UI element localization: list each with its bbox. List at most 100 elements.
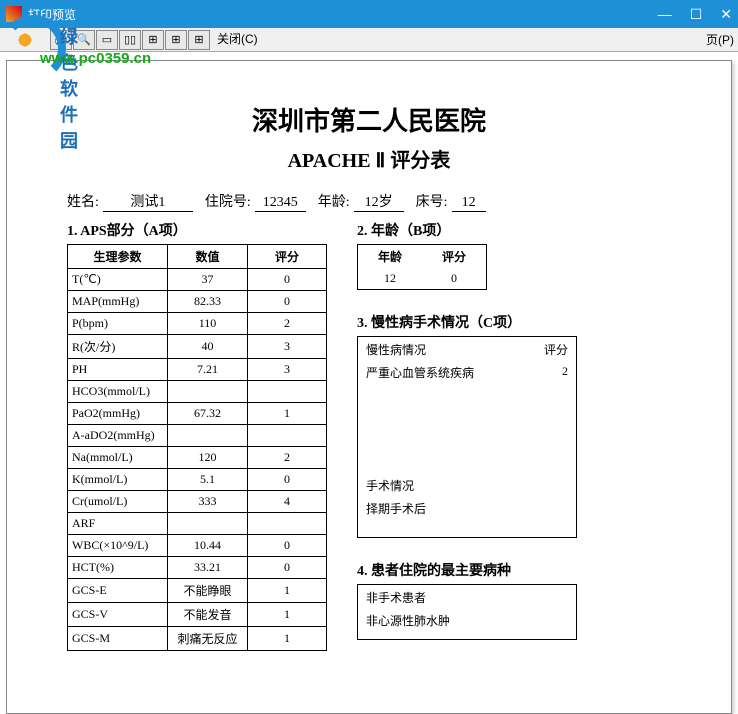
age-value: 12岁 <box>354 191 404 212</box>
aps-value: 40 <box>168 335 248 359</box>
aps-score <box>248 425 327 447</box>
aps-score: 3 <box>248 335 327 359</box>
aps-param: R(次/分) <box>68 335 168 359</box>
chronic-score: 2 <box>562 364 568 381</box>
aps-row: A-aDO2(mmHg) <box>68 425 327 447</box>
name-value: 测试1 <box>103 191 193 212</box>
zoom-icon[interactable]: 🔍 <box>73 30 95 50</box>
aps-score: 1 <box>248 603 327 627</box>
disease-box: 非手术患者 非心源性肺水肿 <box>357 584 577 640</box>
admission-value: 12345 <box>255 195 306 212</box>
aps-score: 3 <box>248 359 327 381</box>
patient-info-row: 姓名: 测试1 住院号: 12345 年龄: 12岁 床号: 12 <box>67 191 671 212</box>
aps-value: 33.21 <box>168 557 248 579</box>
aps-param: HCT(%) <box>68 557 168 579</box>
name-label: 姓名: <box>67 191 99 211</box>
maximize-button[interactable]: ☐ <box>690 6 703 23</box>
aps-value: 不能睁眼 <box>168 579 248 603</box>
section-c-title: 3. 慢性病手术情况（C项） <box>357 312 577 332</box>
surgery-value: 择期手术后 <box>366 500 568 517</box>
toolbar-group: 🖨 🔍 ▭ ▯▯ ⊞ ⊞ ⊞ 关闭(C) <box>50 30 258 50</box>
aps-score: 2 <box>248 447 327 469</box>
disease-line-1: 非手术患者 <box>366 589 568 606</box>
view-6-icon[interactable]: ⊞ <box>188 30 210 50</box>
age-score-cell: 0 <box>422 268 486 289</box>
section-d-title: 4. 患者住院的最主要病种 <box>357 560 577 580</box>
age-header-score: 评分 <box>422 245 486 268</box>
close-button[interactable]: ✕ <box>720 6 732 23</box>
close-menu[interactable]: 关闭(C) <box>217 30 258 50</box>
surgery-label: 手术情况 <box>366 477 568 494</box>
aps-value <box>168 381 248 403</box>
aps-score: 0 <box>248 535 327 557</box>
chronic-cond-label: 慢性病情况 <box>366 341 426 358</box>
aps-score: 0 <box>248 269 327 291</box>
aps-param: WBC(×10^9/L) <box>68 535 168 557</box>
bed-label: 床号: <box>416 191 448 211</box>
aps-param: HCO3(mmol/L) <box>68 381 168 403</box>
aps-row: K(mmol/L)5.10 <box>68 469 327 491</box>
aps-value: 5.1 <box>168 469 248 491</box>
aps-row: HCT(%)33.210 <box>68 557 327 579</box>
aps-score: 4 <box>248 491 327 513</box>
aps-score: 1 <box>248 579 327 603</box>
age-box: 年龄 评分 12 0 <box>357 244 487 290</box>
chronic-cond: 严重心血管系统疾病 <box>366 364 474 381</box>
content-columns: 1. APS部分（A项） 生理参数 数值 评分 T(℃)370MAP(mmHg)… <box>67 220 671 651</box>
right-column: 2. 年龄（B项） 年龄 评分 12 0 3. 慢性病手术情况（C项） <box>357 220 577 651</box>
aps-value <box>168 425 248 447</box>
aps-param: GCS-E <box>68 579 168 603</box>
chronic-box: 慢性病情况 评分 严重心血管系统疾病 2 手术情况 择期手术后 <box>357 336 577 538</box>
aps-row: GCS-V不能发音1 <box>68 603 327 627</box>
aps-row: ARF <box>68 513 327 535</box>
aps-header-param: 生理参数 <box>68 245 168 269</box>
aps-value: 10.44 <box>168 535 248 557</box>
aps-row: WBC(×10^9/L)10.440 <box>68 535 327 557</box>
aps-param: Cr(umol/L) <box>68 491 168 513</box>
aps-header-value: 数值 <box>168 245 248 269</box>
chronic-data-row: 严重心血管系统疾病 2 <box>366 364 568 381</box>
aps-value: 110 <box>168 313 248 335</box>
minimize-button[interactable]: — <box>658 6 672 23</box>
disease-line-2: 非心源性肺水肿 <box>366 612 568 629</box>
aps-score: 0 <box>248 291 327 313</box>
age-value-cell: 12 <box>358 268 422 289</box>
view-1-icon[interactable]: ▭ <box>96 30 118 50</box>
aps-row: HCO3(mmol/L) <box>68 381 327 403</box>
aps-param: T(℃) <box>68 269 168 291</box>
app-icon <box>6 6 22 22</box>
admission-label: 住院号: <box>205 191 251 211</box>
aps-row: GCS-E不能睁眼1 <box>68 579 327 603</box>
aps-value: 7.21 <box>168 359 248 381</box>
aps-header-row: 生理参数 数值 评分 <box>68 245 327 269</box>
aps-row: Cr(umol/L)3334 <box>68 491 327 513</box>
print-icon[interactable]: 🖨 <box>50 30 72 50</box>
aps-row: T(℃)370 <box>68 269 327 291</box>
view-3-icon[interactable]: ⊞ <box>142 30 164 50</box>
aps-score <box>248 513 327 535</box>
view-4-icon[interactable]: ⊞ <box>165 30 187 50</box>
aps-param: A-aDO2(mmHg) <box>68 425 168 447</box>
section-a-title: 1. APS部分（A项） <box>67 220 327 240</box>
aps-param: PH <box>68 359 168 381</box>
aps-score: 0 <box>248 469 327 491</box>
aps-value: 82.33 <box>168 291 248 313</box>
aps-param: MAP(mmHg) <box>68 291 168 313</box>
window-title: 打印预览 <box>28 6 658 23</box>
chronic-header-row: 慢性病情况 评分 <box>366 341 568 358</box>
age-label: 年龄: <box>318 191 350 211</box>
aps-param: P(bpm) <box>68 313 168 335</box>
age-header-age: 年龄 <box>358 245 422 268</box>
age-header-row: 年龄 评分 <box>358 245 486 268</box>
aps-row: PaO2(mmHg)67.321 <box>68 403 327 425</box>
page-button[interactable]: 页(P) <box>706 31 734 48</box>
aps-value <box>168 513 248 535</box>
view-2-icon[interactable]: ▯▯ <box>119 30 141 50</box>
aps-value: 刺痛无反应 <box>168 627 248 651</box>
aps-row: R(次/分)403 <box>68 335 327 359</box>
section-a: 1. APS部分（A项） 生理参数 数值 评分 T(℃)370MAP(mmHg)… <box>67 220 327 651</box>
aps-score: 0 <box>248 557 327 579</box>
aps-row: P(bpm)1102 <box>68 313 327 335</box>
doc-hospital-title: 深圳市第二人民医院 <box>37 101 701 138</box>
aps-param: GCS-V <box>68 603 168 627</box>
